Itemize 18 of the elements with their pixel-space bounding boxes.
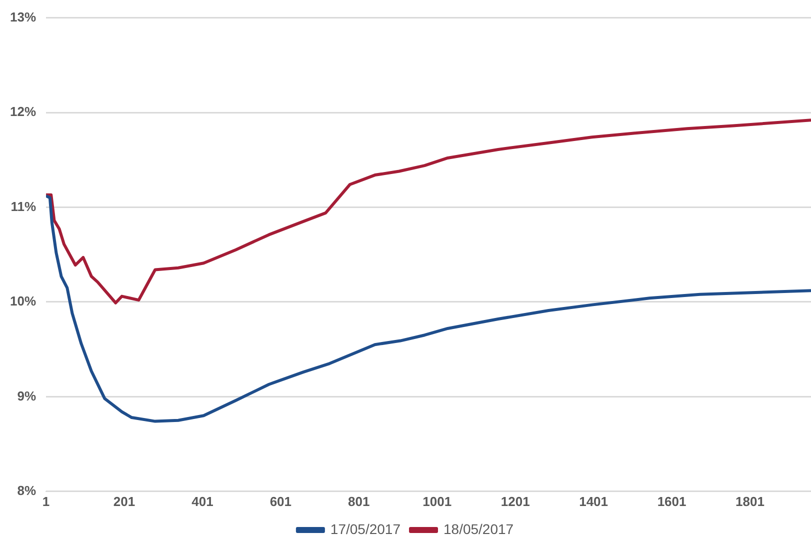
x-tick-label: 1601 xyxy=(657,494,686,509)
y-tick-label: 9% xyxy=(17,388,36,404)
x-tick-label: 1801 xyxy=(736,494,764,509)
x-tick-label: 1401 xyxy=(579,494,608,509)
x-tick-label: 201 xyxy=(113,494,136,509)
x-tick-label: 801 xyxy=(348,494,370,509)
legend-label: 18/05/2017 xyxy=(444,520,514,537)
legend-label: 17/05/2017 xyxy=(330,520,401,537)
x-tick-label: 1001 xyxy=(422,494,452,509)
y-tick-label: 8% xyxy=(17,482,36,498)
y-tick-label: 12% xyxy=(10,104,36,120)
x-tick-label: 1201 xyxy=(500,494,530,509)
y-tick-label: 13% xyxy=(10,9,36,24)
x-tick-label: 401 xyxy=(192,494,214,509)
y-tick-label: 10% xyxy=(10,294,36,309)
x-tick-label: 601 xyxy=(270,494,292,509)
x-tick-label: 1 xyxy=(42,494,50,509)
y-tick-label: 11% xyxy=(10,198,36,214)
